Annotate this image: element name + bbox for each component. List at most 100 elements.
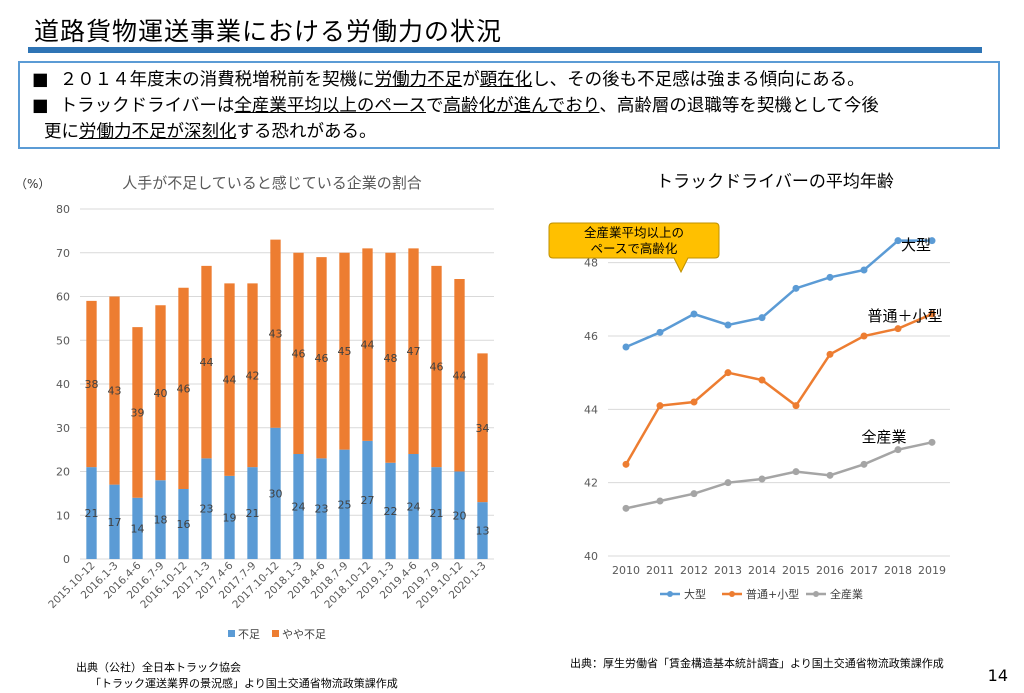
bar-data-label: 42 (246, 369, 260, 382)
line-point (724, 479, 732, 487)
line-point (656, 497, 664, 505)
bullet-icon: ■ (32, 70, 49, 90)
emphasis: 顕在化 (479, 70, 533, 90)
bar-segment (155, 305, 166, 481)
bar-data-label: 14 (131, 522, 145, 535)
bar-segment (247, 283, 258, 468)
line-chart-x-tick: 2015 (782, 564, 810, 577)
bar-chart-x-tick: 2019.7-9 (401, 560, 443, 602)
bar-chart-source-1: 出典（公社）全日本トラック協会 (76, 661, 241, 674)
bar-data-label: 17 (108, 516, 122, 529)
bar-chart-x-tick: 2019.1-3 (355, 560, 397, 602)
bar-chart-x-tick: 2018.1-3 (263, 560, 305, 602)
bar-segment (385, 462, 396, 559)
bar-chart-y-tick: 0 (63, 553, 70, 566)
line-chart-x-tick: 2018 (884, 564, 912, 577)
bar-segment (293, 252, 304, 454)
bar-data-label: 45 (338, 345, 352, 358)
legend-swatch (272, 630, 279, 637)
bar-data-label: 13 (476, 525, 490, 538)
bar-data-label: 20 (453, 509, 467, 522)
line-chart-legend-label: 普通+小型 (746, 587, 799, 601)
bar-data-label: 22 (384, 505, 398, 518)
bar-chart-x-tick: 2016.10-12 (138, 560, 189, 611)
line-chart-y-tick: 44 (584, 403, 598, 416)
line-point (792, 468, 800, 476)
line-chart-y-tick: 40 (584, 550, 598, 563)
bar-chart-x-tick: 2017.4-6 (194, 559, 236, 601)
line-chart-x-tick: 2017 (850, 564, 878, 577)
bar-chart-legend-label: 不足 (238, 628, 260, 641)
line-point (860, 266, 868, 274)
legend-swatch (729, 591, 735, 597)
line-chart-x-tick: 2019 (918, 564, 946, 577)
bar-data-label: 38 (85, 378, 99, 391)
bar-data-label: 23 (315, 503, 329, 516)
bar-chart-source-2: 「トラック運送業界の景況感」より国土交通省物流政策課作成 (90, 677, 398, 690)
legend-swatch (667, 591, 673, 597)
text: で (425, 96, 444, 116)
bar-segment (178, 287, 189, 489)
summary-line-1: ■ ２０１４年度末の消費税増税前を契機に労働力不足が顕在化し、その後も不足感は強… (32, 68, 865, 92)
bar-data-label: 30 (269, 487, 283, 500)
bar-data-label: 27 (361, 494, 375, 507)
bar-data-label: 46 (430, 361, 444, 374)
line-series (625, 239, 932, 349)
bar-segment (132, 327, 143, 498)
bar-chart-x-tick: 2016.7-9 (125, 560, 167, 602)
bar-data-label: 48 (384, 352, 398, 365)
bar-chart-unit: （%） (15, 177, 50, 191)
bar-chart-x-tick: 2018.10-12 (322, 560, 373, 611)
summary-line-3: 更に労働力不足が深刻化する恐れがある。 (44, 120, 377, 144)
line-chart-x-tick: 2012 (680, 564, 708, 577)
bar-data-label: 21 (85, 507, 99, 520)
title-rule (28, 47, 982, 53)
bar-data-label: 46 (177, 382, 191, 395)
line-point (928, 438, 936, 446)
bar-segment (339, 252, 350, 450)
bar-segment (408, 248, 419, 454)
bar-data-label: 21 (246, 507, 260, 520)
line-series (625, 441, 933, 510)
bar-data-label: 25 (338, 498, 352, 511)
bar-chart-x-tick: 2016.1-3 (79, 560, 121, 602)
line-point (724, 369, 732, 377)
page-number: 14 (987, 666, 1008, 685)
line-point (928, 237, 936, 245)
text: する恐れがある。 (236, 122, 377, 142)
bar-chart-y-tick: 60 (56, 291, 70, 304)
emphasis: 高齢化が進んでおり (443, 96, 600, 116)
bar-data-label: 34 (476, 422, 490, 435)
bar-segment (109, 484, 120, 559)
bar-segment (86, 467, 97, 559)
bar-chart-x-tick: 2016.4-6 (102, 559, 144, 601)
line-series (624, 312, 933, 465)
bar-chart-legend-label: やや不足 (282, 628, 326, 641)
bar-segment (477, 502, 488, 559)
bar-chart-y-tick: 20 (56, 466, 70, 479)
line-point (860, 332, 868, 340)
bar-data-label: 44 (200, 356, 214, 369)
bar-data-label: 43 (269, 328, 283, 341)
bar-segment (454, 279, 465, 472)
callout-shape (548, 222, 720, 274)
text: ２０１４年度末の消費税増税前を契機に (59, 70, 375, 90)
text: し、その後も不足感は強まる傾向にある。 (532, 70, 865, 90)
legend-swatch (228, 630, 235, 637)
line-point (622, 460, 630, 468)
line-series-label: 普通＋小型 (867, 307, 942, 325)
emphasis: 全産業平均以上のペース (234, 96, 426, 116)
summary-line-2: ■ トラックドライバーは全産業平均以上のペースで高齢化が進んでおり、高齢層の退職… (32, 94, 879, 118)
bar-chart-y-tick: 50 (56, 334, 70, 347)
bar-data-label: 44 (453, 369, 467, 382)
line-chart-legend-label: 大型 (684, 587, 706, 601)
line-chart-y-tick: 42 (584, 477, 598, 490)
line-chart-x-tick: 2011 (646, 564, 674, 577)
bar-chart-x-tick: 2015.10-12 (46, 560, 97, 611)
bar-data-label: 24 (292, 501, 306, 514)
line-chart-title: トラックドライバーの平均年齢 (656, 172, 894, 192)
emphasis: 労働力不足 (374, 70, 463, 90)
line-point (758, 475, 766, 483)
bar-chart-y-tick: 40 (56, 378, 70, 391)
emphasis: 労働力不足が深刻化 (79, 122, 237, 142)
